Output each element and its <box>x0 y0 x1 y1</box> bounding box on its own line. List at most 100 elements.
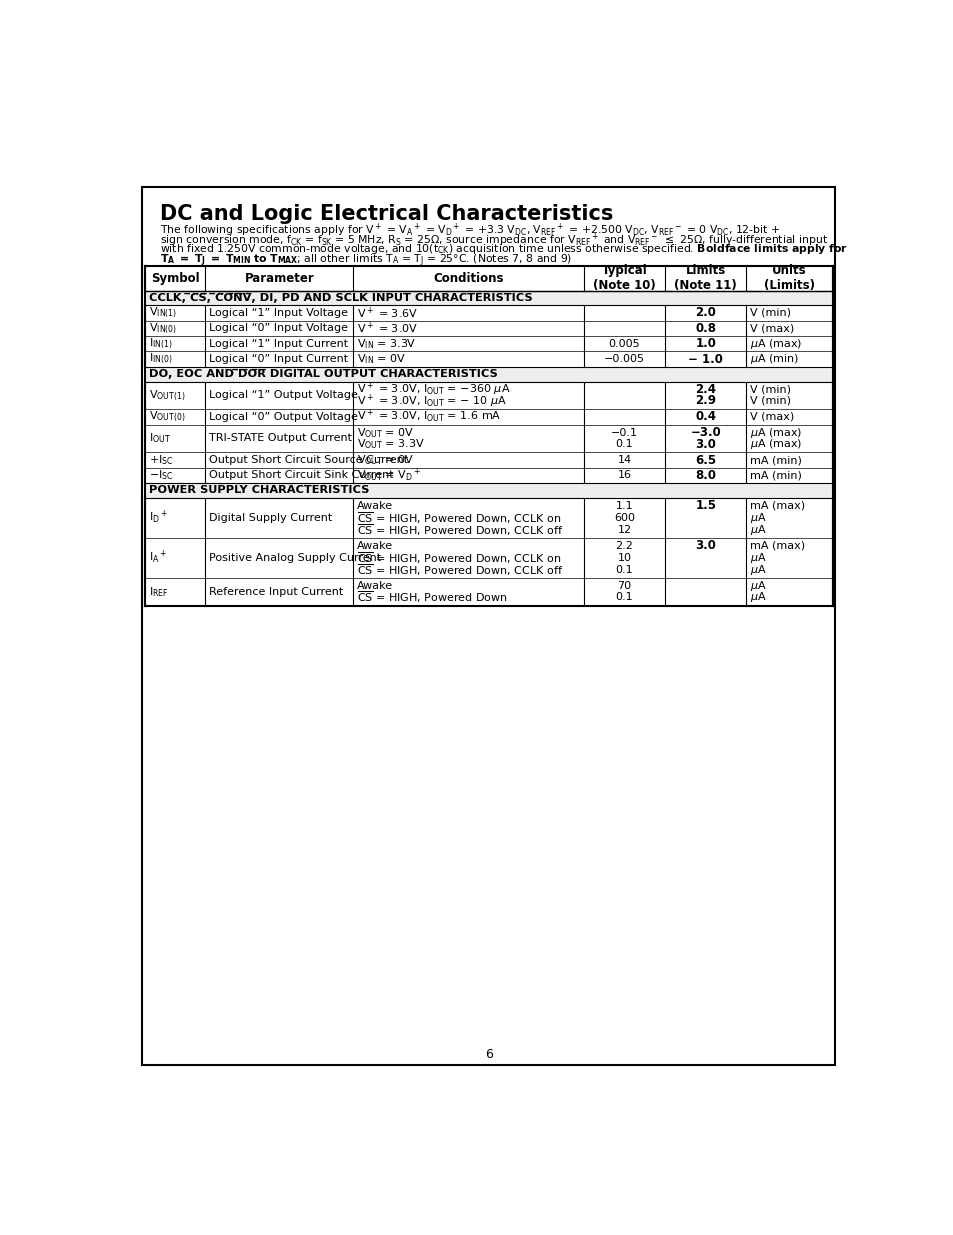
Text: I$_\mathregular{D}$$^+$: I$_\mathregular{D}$$^+$ <box>149 509 168 526</box>
Text: −0.1: −0.1 <box>610 429 638 438</box>
Text: mA (max): mA (max) <box>749 500 804 511</box>
Text: $\mu$A (max): $\mu$A (max) <box>749 437 801 451</box>
Text: 70: 70 <box>617 582 631 592</box>
Bar <box>145 290 832 305</box>
Text: V$^+$ = 3.0V: V$^+$ = 3.0V <box>356 321 418 336</box>
Text: Output Short Circuit Sink Current: Output Short Circuit Sink Current <box>209 471 394 480</box>
Text: $\mu$A (max): $\mu$A (max) <box>749 337 801 351</box>
Text: Logical “0” Input Current: Logical “0” Input Current <box>209 354 348 364</box>
Text: Symbol: Symbol <box>151 272 199 285</box>
Text: 600: 600 <box>614 513 635 522</box>
Text: V$_\mathregular{IN(1)}$: V$_\mathregular{IN(1)}$ <box>149 306 176 320</box>
Text: I$_\mathregular{IN(1)}$: I$_\mathregular{IN(1)}$ <box>149 337 172 351</box>
Text: 2.9: 2.9 <box>695 394 716 408</box>
Text: 1.1: 1.1 <box>615 500 633 511</box>
Text: The following specifications apply for V$^+$ = V$_\mathregular{A}$$^+$ = V$_\mat: The following specifications apply for V… <box>159 221 780 238</box>
Text: DC and Logic Electrical Characteristics: DC and Logic Electrical Characteristics <box>159 204 612 224</box>
Text: Parameter: Parameter <box>244 272 314 285</box>
Text: Conditions: Conditions <box>433 272 503 285</box>
Text: 14: 14 <box>617 454 631 466</box>
Text: Limits
(Note 11): Limits (Note 11) <box>674 264 737 293</box>
Text: $\overline{\mathregular{CS}}$ = HIGH, Powered Down, CCLK on: $\overline{\mathregular{CS}}$ = HIGH, Po… <box>356 510 561 526</box>
Text: $\mu$A: $\mu$A <box>749 563 766 577</box>
Text: 8.0: 8.0 <box>695 469 716 482</box>
Text: Digital Supply Current: Digital Supply Current <box>209 513 333 522</box>
Text: 6: 6 <box>484 1049 493 1061</box>
Text: $-$I$_\mathregular{SC}$: $-$I$_\mathregular{SC}$ <box>149 468 173 483</box>
Text: I$_\mathregular{OUT}$: I$_\mathregular{OUT}$ <box>149 431 171 446</box>
Text: Logical “0” Input Voltage: Logical “0” Input Voltage <box>209 324 348 333</box>
Text: with fixed 1.250V common-mode voltage, and 10(t$_\mathregular{CK}$) acquisition : with fixed 1.250V common-mode voltage, a… <box>159 242 846 256</box>
Text: 0.4: 0.4 <box>695 410 716 424</box>
Text: 2.0: 2.0 <box>695 306 716 320</box>
Text: V$^+$ = 3.0V, I$_\mathregular{OUT}$ = 1.6 mA: V$^+$ = 3.0V, I$_\mathregular{OUT}$ = 1.… <box>356 409 501 426</box>
Text: V (max): V (max) <box>749 324 794 333</box>
Text: sign conversion mode, f$_\mathregular{CK}$ = f$_\mathregular{SK}$ = 5 MHz, R$_\m: sign conversion mode, f$_\mathregular{CK… <box>159 232 827 249</box>
Text: 0.8: 0.8 <box>695 322 716 335</box>
Text: $\mu$A: $\mu$A <box>749 579 766 593</box>
Text: Awake: Awake <box>356 541 393 551</box>
Text: −0.005: −0.005 <box>603 354 644 364</box>
Text: Output Short Circuit Source Current: Output Short Circuit Source Current <box>209 454 408 466</box>
Text: Units
(Limits): Units (Limits) <box>763 264 814 293</box>
Text: V$^+$ = 3.0V, I$_\mathregular{OUT}$ = $-$ 10 $\mu$A: V$^+$ = 3.0V, I$_\mathregular{OUT}$ = $-… <box>356 393 507 410</box>
Text: 1.5: 1.5 <box>695 499 716 513</box>
Text: 0.1: 0.1 <box>615 564 633 574</box>
Text: V$^+$ = 3.6V: V$^+$ = 3.6V <box>356 305 418 321</box>
Text: − 1.0: − 1.0 <box>687 353 722 366</box>
Text: $\overline{\mathregular{CS}}$ = HIGH, Powered Down, CCLK off: $\overline{\mathregular{CS}}$ = HIGH, Po… <box>356 522 563 537</box>
Text: 16: 16 <box>617 471 631 480</box>
Text: V$^+$ = 3.0V, I$_\mathregular{OUT}$ = $-$360 $\mu$A: V$^+$ = 3.0V, I$_\mathregular{OUT}$ = $-… <box>356 382 510 399</box>
Text: V$_\mathregular{IN}$ = 0V: V$_\mathregular{IN}$ = 0V <box>356 352 406 366</box>
Text: V$_\mathregular{OUT}$ = 0V: V$_\mathregular{OUT}$ = 0V <box>356 426 415 440</box>
Text: $\mathbf{T_A\ =\ T_J\ =\ T_{MIN}\ to\ T_{MAX}}$; all other limits T$_\mathregula: $\mathbf{T_A\ =\ T_J\ =\ T_{MIN}\ to\ T_… <box>159 252 571 269</box>
Text: $\mu$A (max): $\mu$A (max) <box>749 426 801 440</box>
Text: 0.1: 0.1 <box>615 438 633 450</box>
Text: DO, EOC AND ̅D̅O̅R̅ DIGITAL OUTPUT CHARACTERISTICS: DO, EOC AND ̅D̅O̅R̅ DIGITAL OUTPUT CHARA… <box>149 369 497 379</box>
Text: I$_\mathregular{A}$$^+$: I$_\mathregular{A}$$^+$ <box>149 550 167 567</box>
Text: 12: 12 <box>617 525 631 535</box>
Text: CCLK, ̅C̅S̅, ̅C̅O̅N̅V̅, DI, PD AND SCLK INPUT CHARACTERISTICS: CCLK, ̅C̅S̅, ̅C̅O̅N̅V̅, DI, PD AND SCLK … <box>149 293 532 303</box>
Text: $\mu$A: $\mu$A <box>749 511 766 525</box>
Text: Logical “0” Output Voltage: Logical “0” Output Voltage <box>209 412 357 422</box>
Text: mA (max): mA (max) <box>749 541 804 551</box>
Text: Positive Analog Supply Current: Positive Analog Supply Current <box>209 553 381 563</box>
Text: $\mu$A: $\mu$A <box>749 590 766 604</box>
Text: −3.0: −3.0 <box>690 426 720 440</box>
Text: 1.0: 1.0 <box>695 337 716 351</box>
Text: Reference Input Current: Reference Input Current <box>209 587 343 597</box>
Bar <box>145 367 832 382</box>
Text: V (min): V (min) <box>749 385 790 395</box>
Text: 3.0: 3.0 <box>695 540 716 552</box>
Text: V (min): V (min) <box>749 396 790 406</box>
Text: $\mu$A (min): $\mu$A (min) <box>749 352 799 367</box>
Text: 0.1: 0.1 <box>615 593 633 603</box>
Text: mA (min): mA (min) <box>749 454 801 466</box>
Text: POWER SUPPLY CHARACTERISTICS: POWER SUPPLY CHARACTERISTICS <box>149 485 369 495</box>
Text: V (min): V (min) <box>749 308 790 317</box>
Text: Logical “1” Output Voltage: Logical “1” Output Voltage <box>209 390 357 400</box>
Text: mA (min): mA (min) <box>749 471 801 480</box>
Bar <box>145 483 832 498</box>
Text: 6.5: 6.5 <box>695 453 716 467</box>
Text: 3.0: 3.0 <box>695 437 716 451</box>
Text: 2.4: 2.4 <box>695 383 716 396</box>
Text: $\overline{\mathregular{CS}}$ = HIGH, Powered Down: $\overline{\mathregular{CS}}$ = HIGH, Po… <box>356 589 508 605</box>
Text: $\overline{\mathregular{CS}}$ = HIGH, Powered Down, CCLK off: $\overline{\mathregular{CS}}$ = HIGH, Po… <box>356 562 563 578</box>
Text: $\mu$A: $\mu$A <box>749 551 766 564</box>
Text: +I$_\mathregular{SC}$: +I$_\mathregular{SC}$ <box>149 453 173 467</box>
Text: I$_\mathregular{REF}$: I$_\mathregular{REF}$ <box>149 585 169 599</box>
Text: $\overline{\mathregular{CS}}$ = HIGH, Powered Down, CCLK on: $\overline{\mathregular{CS}}$ = HIGH, Po… <box>356 550 561 566</box>
Text: $\mu$A: $\mu$A <box>749 522 766 537</box>
Text: 2.2: 2.2 <box>615 541 633 551</box>
Text: V$_\mathregular{OUT}$ = 0V: V$_\mathregular{OUT}$ = 0V <box>356 453 415 467</box>
Text: V$_\mathregular{IN(0)}$: V$_\mathregular{IN(0)}$ <box>149 321 176 336</box>
Text: Typical
(Note 10): Typical (Note 10) <box>593 264 656 293</box>
Text: V$_\mathregular{OUT(0)}$: V$_\mathregular{OUT(0)}$ <box>149 410 185 424</box>
Text: Logical “1” Input Current: Logical “1” Input Current <box>209 338 348 348</box>
Text: Awake: Awake <box>356 500 393 511</box>
Text: I$_\mathregular{IN(0)}$: I$_\mathregular{IN(0)}$ <box>149 352 172 367</box>
Text: V (max): V (max) <box>749 412 794 422</box>
Text: 0.005: 0.005 <box>608 338 639 348</box>
Text: Logical “1” Input Voltage: Logical “1” Input Voltage <box>209 308 348 317</box>
